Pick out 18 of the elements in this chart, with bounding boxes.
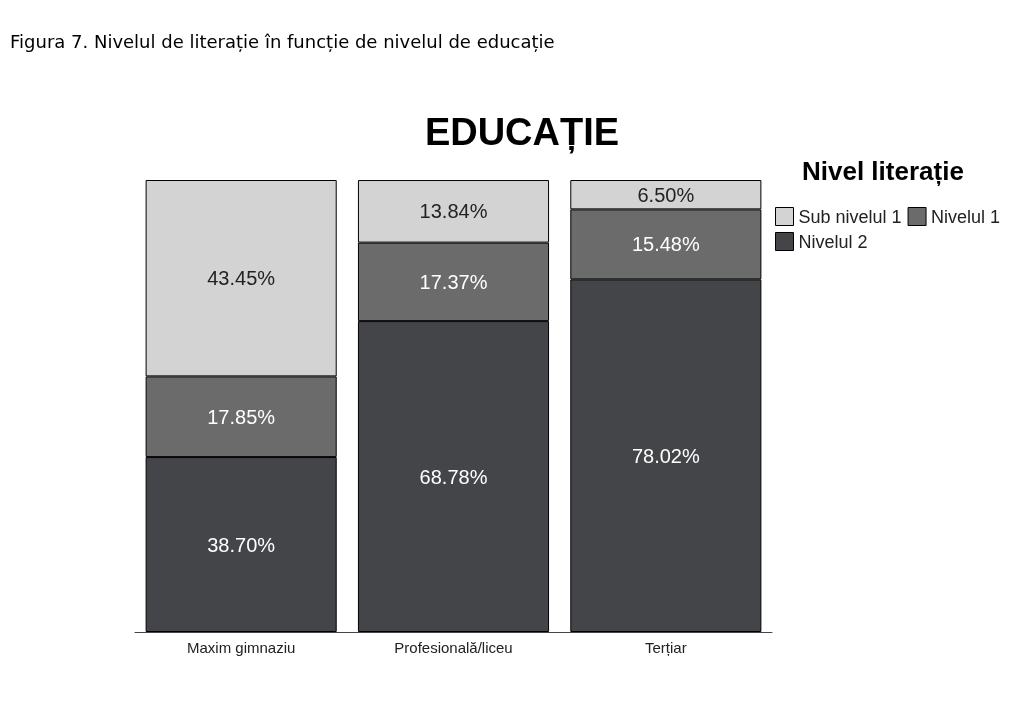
data-label: 13.84% (419, 200, 488, 223)
legend-label: Nivelul 1 (931, 206, 1001, 227)
data-label: 15.48% (631, 233, 700, 256)
x-tick-label: Maxim gimnaziu (186, 639, 296, 656)
legend-title: Nivel literație (802, 156, 964, 186)
data-label: 68.78% (419, 465, 488, 488)
data-label: 38.70% (207, 533, 276, 556)
data-label: 6.50% (637, 183, 695, 206)
x-tick-label: Profesională/liceu (394, 639, 513, 656)
data-label: 17.85% (207, 405, 276, 428)
data-label: 17.37% (419, 270, 488, 293)
data-label: 78.02% (631, 444, 700, 467)
legend-label: Sub nivelul 1 (798, 206, 902, 227)
data-label: 43.45% (207, 267, 276, 290)
legend-label: Nivelul 2 (798, 231, 868, 252)
x-tick-label: Terțiar (644, 639, 687, 656)
chart-title: EDUCAȚIE (424, 111, 620, 154)
text: Figura 7. Nivelul de literație în funcție de nivelul de educație (10, 30, 555, 52)
